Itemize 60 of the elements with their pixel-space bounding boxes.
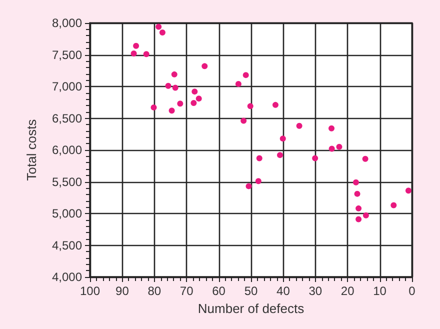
- x-tick-label: 50: [244, 284, 258, 298]
- y-tick-label: 8,000: [52, 16, 82, 30]
- point: [356, 216, 362, 222]
- y-tick-label: 6,000: [52, 143, 82, 157]
- point: [242, 72, 249, 78]
- point: [296, 122, 302, 129]
- point: [354, 190, 360, 197]
- point: [280, 136, 286, 142]
- point: [362, 212, 369, 218]
- point: [196, 96, 202, 102]
- x-tick-label: 30: [308, 284, 322, 298]
- point: [177, 100, 184, 107]
- y-tick-label: 4,500: [52, 238, 82, 252]
- x-tick-label: 0: [408, 284, 416, 298]
- point: [143, 51, 150, 58]
- y-axis-title: Total costs: [24, 118, 39, 181]
- point: [165, 82, 172, 89]
- point: [172, 84, 178, 91]
- point: [362, 156, 368, 162]
- point: [159, 30, 166, 36]
- point: [202, 63, 208, 70]
- x-axis-title: Number of defects: [198, 301, 305, 316]
- point: [247, 103, 254, 110]
- point: [171, 71, 178, 78]
- x-tick-label: 60: [212, 284, 226, 298]
- point: [390, 202, 397, 208]
- point: [272, 102, 278, 108]
- point: [336, 144, 342, 150]
- point: [328, 125, 334, 132]
- point: [312, 155, 318, 162]
- point: [356, 205, 362, 212]
- point: [156, 24, 162, 30]
- x-tick-label: 20: [340, 284, 355, 298]
- x-tick-label: 80: [148, 284, 162, 298]
- point: [256, 155, 262, 162]
- x-tick-label: 100: [80, 284, 100, 298]
- y-tick-label: 7,000: [52, 80, 82, 94]
- point: [192, 88, 198, 95]
- x-tick-label: 70: [180, 284, 194, 298]
- point: [190, 100, 197, 106]
- point: [168, 108, 175, 114]
- x-tick-label: 10: [373, 284, 387, 298]
- point: [405, 188, 412, 194]
- point: [352, 179, 359, 186]
- y-tick-label: 7,500: [52, 48, 82, 62]
- point: [150, 104, 157, 110]
- point: [255, 178, 262, 184]
- point: [235, 80, 242, 87]
- x-tick-label: 90: [116, 284, 130, 298]
- point: [133, 42, 140, 49]
- point: [246, 183, 252, 190]
- y-tick-label: 5,500: [52, 174, 82, 189]
- y-tick-label: 5,000: [52, 206, 82, 220]
- y-tick-label: 4,000: [52, 270, 82, 284]
- point: [130, 50, 137, 56]
- point: [276, 152, 283, 158]
- x-tick-label: 40: [276, 284, 290, 298]
- point: [328, 146, 335, 152]
- point: [240, 118, 247, 124]
- y-tick-label: 6,500: [52, 111, 82, 126]
